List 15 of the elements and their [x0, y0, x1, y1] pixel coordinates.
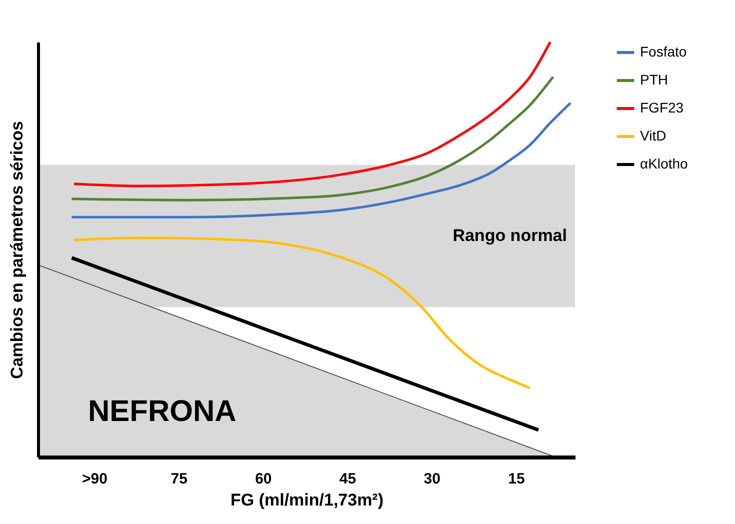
legend-label: PTH — [640, 72, 668, 88]
x-tick-label: 45 — [339, 470, 356, 488]
legend-label: VitD — [640, 128, 666, 144]
legend-label: Fosfato — [640, 44, 687, 60]
x-axis-title: FG (ml/min/1,73m²) — [230, 490, 384, 510]
band-label: Rango normal — [452, 226, 567, 246]
x-tick-label: 15 — [508, 470, 525, 488]
x-tick-label: >90 — [82, 470, 108, 488]
legend-label: FGF23 — [640, 100, 684, 116]
legend-label: αKlotho — [640, 156, 688, 172]
annotation: NEFRONA — [88, 395, 236, 428]
x-tick-label: 75 — [170, 470, 188, 488]
y-axis-title: Cambios en parámetros séricos — [8, 121, 26, 379]
x-tick-label: 60 — [255, 470, 272, 488]
x-tick-label: 30 — [424, 470, 440, 488]
